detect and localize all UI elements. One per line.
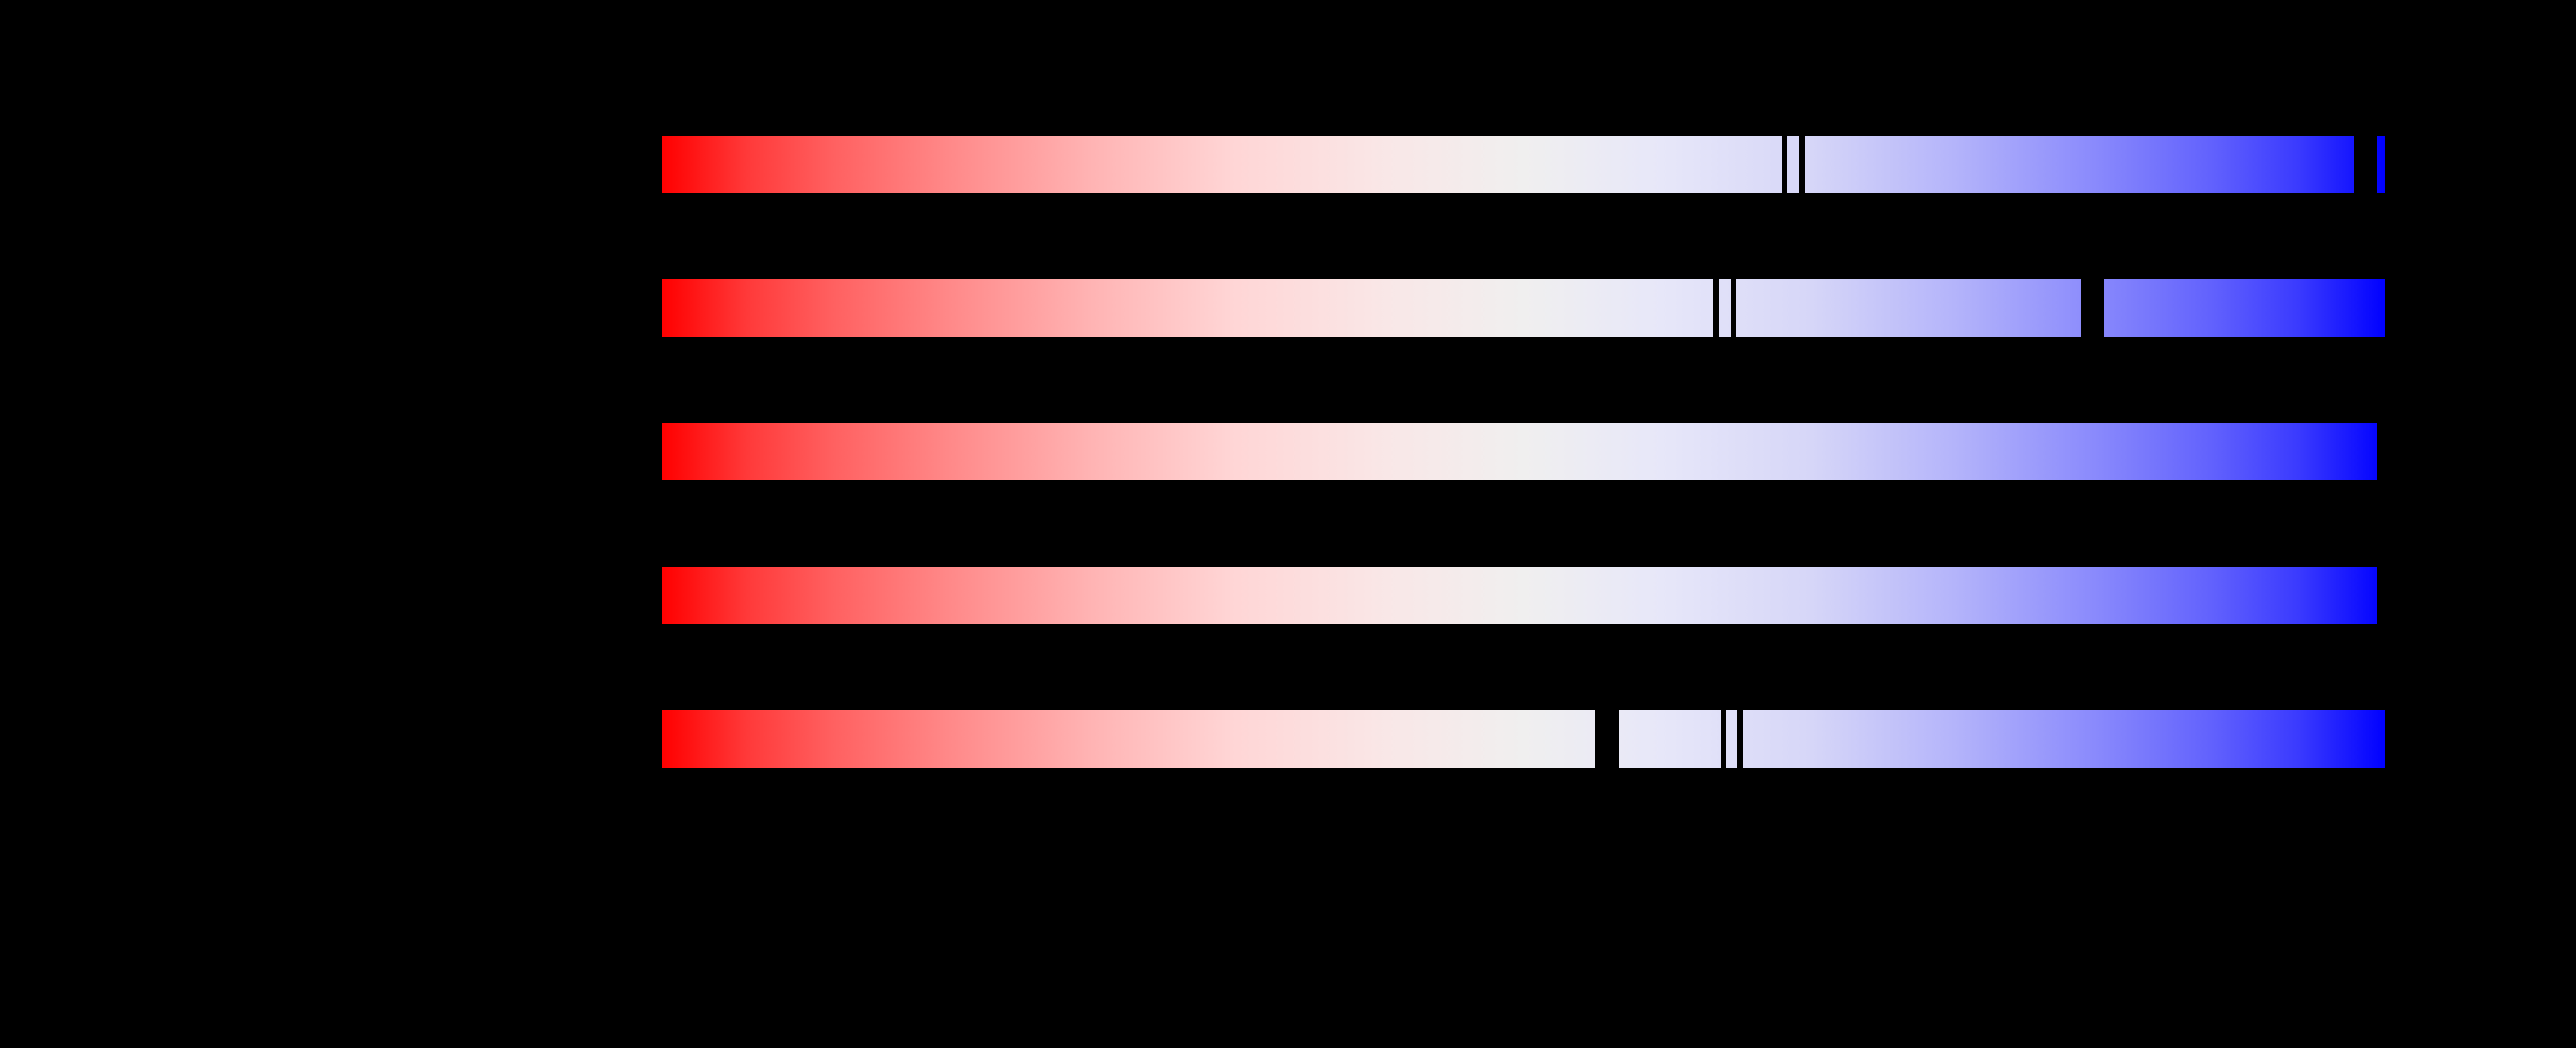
bar-segment bbox=[662, 136, 1782, 193]
bar-segment bbox=[1743, 710, 2385, 768]
bar-segment bbox=[662, 567, 2377, 624]
bar-segment bbox=[662, 423, 2377, 480]
bar-segment bbox=[2377, 136, 2385, 193]
gradient-bar-row-2 bbox=[0, 423, 2576, 480]
gradient-bar-row-3 bbox=[0, 567, 2576, 624]
bar-segment bbox=[1787, 136, 1799, 193]
bar-segment bbox=[1719, 279, 1731, 337]
bar-segment bbox=[2104, 279, 2385, 337]
bar-segment bbox=[1736, 279, 2081, 337]
bar-segment bbox=[662, 710, 1595, 768]
bar-segment bbox=[1726, 710, 1737, 768]
gradient-bar-row-1 bbox=[0, 279, 2576, 337]
bar-segment bbox=[1619, 710, 1721, 768]
bar-segment bbox=[1805, 136, 2354, 193]
gradient-bar-row-0 bbox=[0, 136, 2576, 193]
gradient-bar-row-4 bbox=[0, 710, 2576, 768]
bar-segment bbox=[662, 279, 1713, 337]
